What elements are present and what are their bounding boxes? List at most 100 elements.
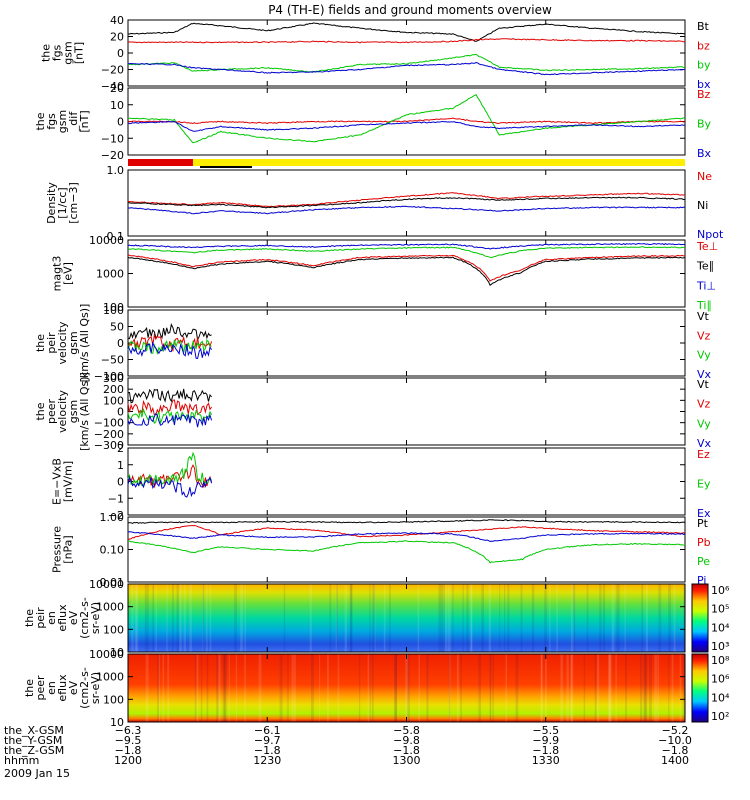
panel-p7: 2 1 0 −1 −2 E=−VxB[mV/m] Ez Ey Ex [51, 442, 711, 522]
legend-Ey: Ey [697, 478, 711, 491]
y-tick-label: 200 [103, 383, 124, 396]
spectrogram-streak [234, 584, 237, 652]
y-axis-label: eV [67, 610, 80, 625]
y-axis-label: magt3 [51, 256, 64, 292]
series-Vy [127, 339, 212, 356]
spectrogram-streak [570, 654, 573, 722]
spectrogram-streak [145, 654, 149, 722]
spectrogram-streak [447, 584, 451, 652]
y-tick-label: 0 [117, 337, 124, 350]
spectrogram-streak [371, 654, 374, 722]
spectrogram-streak [470, 584, 473, 652]
spectrogram-streak [608, 654, 611, 722]
y-tick-label: −100 [94, 370, 124, 383]
spectrogram-streak [657, 654, 660, 722]
spectrogram-streak [291, 654, 294, 722]
legend-Ni: Ni [697, 199, 708, 212]
legend-by: by [697, 59, 711, 72]
spectrogram-streak [344, 584, 347, 652]
ephemeris-value: −1.8 [532, 744, 559, 757]
ephemeris-value: −1.8 [254, 744, 281, 757]
legend-Vy: Vy [697, 417, 711, 430]
spectrogram-streak [544, 584, 546, 652]
spectrogram-streak [673, 584, 676, 652]
series-Vz [127, 333, 213, 353]
ephemeris-value: −10.0 [658, 734, 692, 747]
y-axis-label: gsm [62, 41, 75, 64]
spectrogram-streak [449, 654, 451, 722]
plot-title: P4 (TH-E) fields and ground moments over… [268, 3, 552, 17]
y-tick-label: 10000 [89, 578, 124, 591]
spectrogram-streak [570, 654, 574, 722]
legend-bz: bz [697, 39, 710, 52]
series-Vt [127, 322, 212, 342]
y-tick-label: −2 [108, 509, 124, 522]
series-Bz [127, 117, 686, 125]
y-tick-label: −1 [108, 492, 124, 505]
y-tick-label: 0.1 [107, 230, 125, 243]
series-Vt [127, 388, 212, 404]
spectrogram-streak [176, 584, 179, 652]
ephemeris-value: −9.8 [393, 734, 420, 747]
spectrogram-streak [206, 654, 209, 722]
spectrogram-streak [202, 584, 205, 652]
spectrogram-streak [426, 654, 429, 722]
spectrogram-streak [335, 584, 338, 652]
panel-frame [127, 516, 686, 583]
spectrogram-streak [545, 654, 547, 722]
y-tick-label: 1000 [96, 671, 124, 684]
spectrogram-streak [460, 654, 462, 722]
y-tick-label: 10 [110, 646, 124, 659]
panels: 40200−20−40thefgsgsm[nT]Btbzbybx20100−10… [23, 14, 730, 729]
spectrogram-streak [572, 584, 576, 652]
spectrogram-streak [329, 584, 332, 652]
spectrogram-streak [131, 584, 134, 652]
spectrogram-streak [615, 654, 617, 722]
spectrogram-streak [218, 654, 221, 722]
ephemeris-value: 1330 [532, 754, 560, 767]
spectrogram-p9 [128, 584, 685, 652]
ephemeris-row-label: the_Y-GSM [4, 734, 62, 747]
y-tick-label: 1.00 [100, 511, 125, 524]
spectrogram-streak [310, 654, 314, 722]
series-Bx [127, 120, 686, 132]
spectrogram-streak [166, 584, 168, 652]
legend-Te⊥: Te⊥ [696, 240, 718, 253]
y-tick-label: 0 [117, 47, 124, 60]
y-axis-label: the [34, 402, 47, 420]
panel-p8: 1.00 0.10 0.01 Pressure[nPa] Pt Pb Pe Pi [51, 511, 711, 589]
y-tick-label: 10 [110, 99, 124, 112]
spectrogram-streak [179, 584, 182, 652]
spectrogram-streak [504, 584, 506, 652]
y-axis-label: en [45, 611, 58, 625]
spectrogram-streak [640, 654, 643, 722]
spectrogram-streak [566, 654, 569, 722]
ephemeris-value: 1230 [253, 754, 281, 767]
y-axis-label: peer [45, 399, 58, 425]
spectrogram-streak [507, 584, 510, 652]
spectrogram-streak [135, 584, 139, 652]
spectrogram-streak [658, 584, 662, 652]
spectrogram-streak [369, 654, 371, 722]
y-axis-label: (cm2-s- [78, 667, 91, 709]
series-Vx [127, 412, 213, 428]
ephemeris-value: −1.8 [662, 744, 689, 757]
spectrogram-streak [383, 584, 386, 652]
ephemeris-value: −1.8 [393, 744, 420, 757]
spectrogram-streak [319, 654, 321, 722]
series-Pt [127, 519, 686, 524]
y-axis-label: velocity [56, 390, 69, 433]
spectrogram-streak [452, 584, 454, 652]
y-tick-label: 2 [117, 442, 124, 455]
spectrogram-streak [162, 654, 165, 722]
spectrogram-streak [488, 584, 492, 652]
spectrogram-streak [643, 654, 647, 722]
series-Vx [127, 340, 213, 360]
spectrogram-streak [152, 584, 154, 652]
y-tick-label: 0 [117, 406, 124, 419]
spectrogram-streak [223, 654, 227, 722]
